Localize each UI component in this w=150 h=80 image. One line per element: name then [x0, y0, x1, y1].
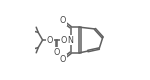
Text: O: O: [60, 55, 66, 64]
Text: O: O: [53, 48, 60, 56]
Text: O: O: [60, 16, 66, 25]
Text: N: N: [68, 36, 74, 44]
Text: O: O: [60, 36, 67, 44]
Text: O: O: [47, 36, 53, 44]
